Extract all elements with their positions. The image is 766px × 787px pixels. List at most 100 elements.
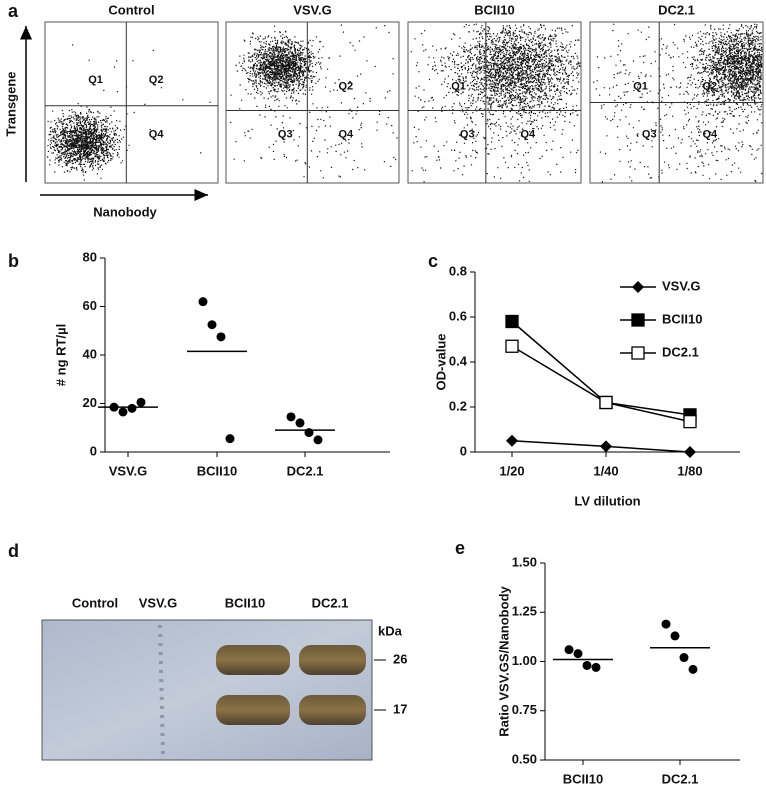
y-axis-label: Ratio VSV.GS/Nanobody — [496, 585, 511, 736]
y-axis-label: OD-value — [433, 333, 448, 390]
y-tick-label: 1.25 — [512, 604, 537, 619]
legend-marker — [632, 281, 644, 293]
data-point — [225, 434, 235, 444]
y-tick-label: 40 — [83, 346, 97, 361]
data-point — [591, 662, 601, 672]
marker — [600, 440, 612, 453]
y-tick-label: 0.8 — [449, 263, 467, 278]
blot-band — [216, 695, 290, 725]
marker — [506, 434, 518, 447]
marker — [599, 395, 613, 410]
data-point — [295, 418, 305, 428]
quadrant-label: Q4 — [702, 129, 718, 141]
marker-label: 17 — [393, 701, 407, 716]
panel-label: a — [8, 1, 19, 21]
x-tick-label: BCII10 — [197, 463, 237, 478]
quadrant-label: Q2 — [149, 74, 164, 86]
blot-smear — [158, 624, 165, 756]
data-point — [573, 649, 583, 659]
y-tick-label: 0 — [90, 443, 97, 458]
quadrant-label: Q3 — [460, 129, 475, 141]
axis-label: Nanobody — [93, 204, 157, 219]
y-tick-label: 60 — [83, 298, 97, 313]
dot-cloud — [47, 44, 211, 181]
marker — [684, 446, 696, 458]
marker — [505, 339, 519, 353]
blot-membrane — [41, 619, 373, 761]
marker-label: 26 — [393, 651, 407, 666]
panel-label: c — [428, 251, 438, 271]
legend-label: DC2.1 — [662, 344, 699, 359]
x-tick-label: 1/20 — [499, 463, 524, 478]
lane-label: BCII10 — [225, 595, 265, 610]
data-point — [688, 664, 698, 674]
panel-label: d — [8, 541, 19, 561]
panel-label: b — [8, 251, 19, 271]
y-tick-label: 0.50 — [512, 751, 537, 766]
axis-label: Transgene — [3, 71, 18, 136]
y-tick-label: 0.4 — [449, 353, 468, 368]
plot-title: VSV.G — [293, 2, 332, 17]
data-point — [679, 653, 689, 663]
x-tick-label: 1/40 — [593, 463, 618, 478]
data-point — [127, 403, 137, 413]
dot-cloud — [410, 23, 581, 183]
lane-label: Control — [72, 595, 118, 610]
data-point — [207, 320, 217, 330]
x-axis-label: LV dilution — [574, 493, 640, 508]
marker — [505, 314, 519, 329]
y-tick-label: 0.2 — [449, 398, 467, 413]
y-tick-label: 1.00 — [512, 653, 537, 668]
data-point — [118, 407, 128, 417]
lane-label: DC2.1 — [312, 595, 349, 610]
x-tick-label: VSV.G — [109, 463, 148, 478]
blot-band — [299, 695, 366, 725]
data-point — [670, 631, 680, 641]
quadrant-label: Q4 — [338, 129, 354, 141]
y-tick-label: 0.6 — [449, 308, 467, 323]
legend-label: BCII10 — [662, 311, 702, 326]
panel-label: e — [455, 538, 465, 558]
blot-band — [216, 645, 290, 675]
data-point — [313, 435, 323, 445]
legend-marker — [631, 346, 645, 360]
data-point — [198, 297, 208, 307]
x-tick-label: 1/80 — [677, 463, 702, 478]
dot-cloud — [593, 23, 763, 183]
quadrant-label: Q1 — [88, 74, 103, 86]
legend-label: VSV.G — [662, 278, 701, 293]
quadrant-label: Q3 — [278, 129, 293, 141]
marker — [683, 414, 697, 429]
data-point — [216, 332, 226, 342]
y-tick-label: 0.75 — [512, 702, 537, 717]
quadrant-label: Q2 — [338, 80, 353, 92]
plot-title: BCII10 — [474, 2, 514, 17]
data-point — [136, 397, 146, 407]
x-tick-label: DC2.1 — [662, 771, 699, 786]
data-point — [582, 660, 592, 670]
quadrant-label: Q2 — [702, 80, 717, 92]
quadrant-label: Q3 — [642, 129, 657, 141]
y-tick-label: 20 — [83, 395, 97, 410]
lane-label: VSV.G — [139, 595, 178, 610]
plot-title: Control — [108, 2, 154, 17]
quadrant-label: Q1 — [451, 80, 466, 92]
plot-frame — [44, 21, 219, 184]
y-tick-label: 0 — [460, 443, 467, 458]
quadrant-label: Q4 — [149, 129, 165, 141]
legend-marker — [631, 313, 645, 327]
y-tick-label: 80 — [83, 249, 97, 264]
data-point — [286, 412, 296, 422]
x-tick-label: BCII10 — [563, 771, 603, 786]
dot-cloud — [230, 24, 398, 179]
y-tick-label: 1.50 — [512, 554, 537, 569]
quadrant-label: Q4 — [520, 129, 536, 141]
blot-band — [299, 645, 366, 675]
plot-title: DC2.1 — [658, 2, 695, 17]
unit-label: kDa — [378, 623, 403, 638]
data-point — [661, 619, 671, 629]
x-tick-label: DC2.1 — [287, 463, 324, 478]
data-point — [564, 645, 574, 655]
y-axis-label: # ng RT/µl — [53, 324, 68, 386]
